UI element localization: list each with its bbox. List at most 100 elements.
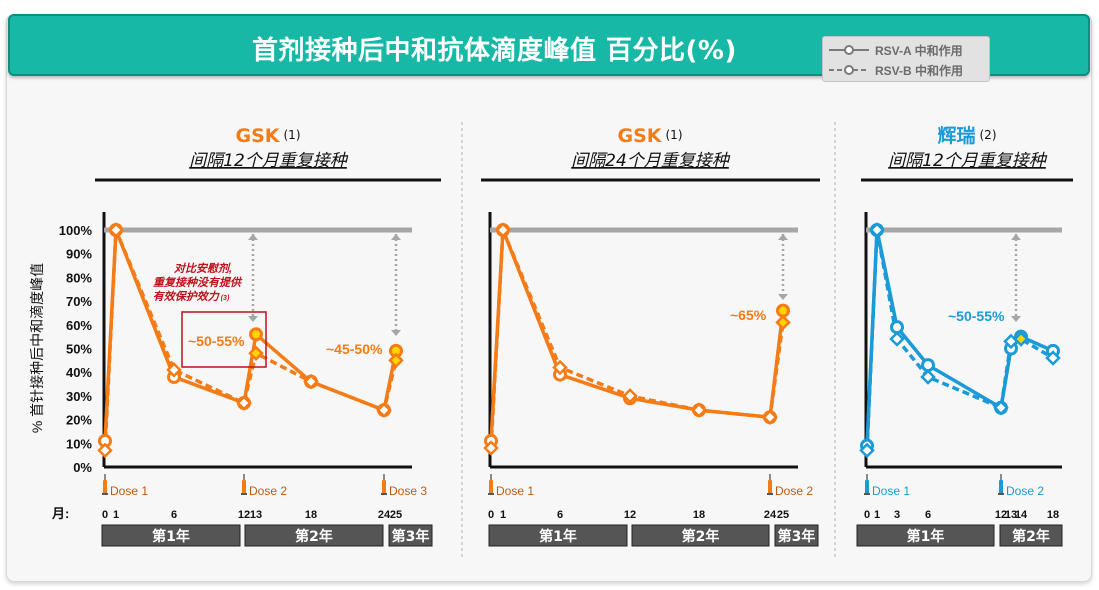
- month-axis-label: 月:: [51, 506, 69, 521]
- arrow-head-up: [778, 234, 788, 240]
- data-point-rsv-b: [495, 222, 511, 238]
- x-tick-label: 24: [764, 509, 777, 521]
- annotation-peak-dose2: ~50-55%: [188, 333, 245, 349]
- highlight-box: [181, 311, 267, 368]
- panel-subtitle: 间隔12个月重复接种: [888, 151, 1048, 171]
- year-bar: [999, 524, 1063, 547]
- efficacy-note-line: 对比安慰剂,: [174, 262, 232, 275]
- data-point-rsv-b: [1045, 350, 1061, 366]
- panel-1: GSK (1) 间隔12个月重复接种 0 1 6 12 13 18 24 25 Dose 1 Dose …: [95, 125, 441, 547]
- data-point-rsv-a: [921, 358, 935, 373]
- data-point-rsv-b: [889, 331, 905, 347]
- data-point-rsv-a: [776, 303, 790, 318]
- page-title: 首剂接种后中和抗体滴度峰值 百分比(%): [252, 36, 737, 66]
- x-tick-label: 24: [378, 509, 391, 521]
- efficacy-note-ref: (3): [221, 295, 230, 302]
- syringe-barrel: [489, 480, 493, 494]
- year-bar: [774, 524, 819, 547]
- panel-brand: GSK: [235, 125, 280, 147]
- syringe-icon: [864, 474, 870, 495]
- panels: 100% 90% 80% 70% 60% 50% 40% 30% 20% 10% 0% 月: GSK (1…: [51, 124, 1073, 547]
- data-point-rsv-b: [622, 388, 638, 404]
- arrow-head-up: [391, 234, 401, 240]
- year-bar: [631, 524, 770, 547]
- panel-dividers: [461, 122, 836, 560]
- data-point-rsv-b: [869, 222, 885, 238]
- annotation-peak-dose2: ~50-55%: [948, 308, 1005, 324]
- efficacy-note-line: 重复接种没有提供: [153, 276, 243, 289]
- data-point-rsv-b: [691, 402, 707, 418]
- panel-brand: 辉瑞: [937, 124, 975, 147]
- panel-title: GSK (1): [617, 125, 682, 147]
- y-axis-label: % 首针接种后中和滴度峰值: [29, 263, 45, 433]
- syringe-icon: [767, 474, 773, 495]
- panel-ref: (1): [284, 128, 301, 142]
- legend-dashed-line-icon: [829, 65, 869, 75]
- year-label: 第2年: [1012, 528, 1050, 545]
- arrow-head-down: [1011, 316, 1021, 322]
- x-tick-label: 18: [305, 509, 317, 521]
- data-point-rsv-b: [376, 402, 392, 418]
- x-tick-label: 1: [113, 509, 119, 521]
- data-point-rsv-b: [483, 440, 499, 456]
- syringe-icon: [488, 474, 494, 495]
- data-point-rsv-a: [249, 327, 263, 342]
- legend-item-rsv-b: RSV-B 中和作用: [829, 61, 963, 79]
- panel-2: GSK (1) 间隔24个月重复接种 0 1 6 12 18 24 25 Dose 1 Dose 2 第…: [481, 125, 820, 547]
- year-label: 第1年: [152, 528, 190, 545]
- dose-label: Dose 2: [1006, 484, 1044, 498]
- x-tick-label: 6: [557, 509, 563, 521]
- panel-title: 辉瑞 (2): [937, 124, 996, 147]
- syringe-icon: [381, 474, 387, 495]
- arrow-head-down: [391, 330, 401, 336]
- syringe-barrel: [103, 480, 107, 494]
- data-point-rsv-b: [762, 409, 778, 425]
- y-tick-label: 0%: [73, 460, 92, 475]
- chart-card: [6, 14, 1092, 582]
- year-bar: [856, 524, 995, 547]
- legend-item-rsv-a: RSV-A 中和作用: [829, 41, 963, 59]
- data-point-rsv-b: [775, 314, 791, 331]
- x-tick-label: 12: [995, 509, 1007, 521]
- header-banner: 首剂接种后中和抗体滴度峰值 百分比(%) RSV-A 中和作用 RSV-B 中和…: [8, 14, 1090, 82]
- year-label: 第3年: [778, 528, 816, 545]
- syringe-barrel: [865, 480, 869, 494]
- x-tick-label: 1: [874, 509, 880, 521]
- data-point-rsv-b: [303, 373, 319, 390]
- x-tick-label: 6: [925, 509, 931, 521]
- data-point-rsv-b: [248, 345, 264, 362]
- year-label: 第2年: [295, 528, 333, 545]
- syringe-barrel: [242, 480, 246, 494]
- y-tick-label: 50%: [66, 342, 92, 357]
- y-tick-label: 30%: [66, 389, 92, 404]
- x-tick-label: 14: [1015, 509, 1028, 521]
- y-tick-label: 70%: [66, 294, 92, 309]
- dose-label: Dose 1: [110, 484, 148, 498]
- arrow-head-down: [778, 294, 788, 300]
- arrow-head-down: [248, 316, 258, 322]
- x-tick-label: 0: [488, 509, 494, 521]
- syringe-icon: [998, 474, 1004, 495]
- year-bar: [488, 524, 628, 547]
- data-point-rsv-b: [552, 359, 568, 376]
- year-label: 第1年: [907, 528, 945, 545]
- data-point-rsv-b: [108, 222, 124, 238]
- x-tick-label: 6: [171, 509, 177, 521]
- year-label: 第3年: [392, 528, 430, 545]
- legend-label-rsv-b: RSV-B 中和作用: [875, 63, 964, 78]
- y-tick-label: 20%: [66, 413, 92, 428]
- x-tick-label: 25: [390, 509, 402, 521]
- arrow-head-up: [248, 234, 258, 240]
- syringe-icon: [241, 474, 247, 495]
- year-bar: [101, 524, 241, 547]
- panel-ref: (2): [980, 128, 997, 142]
- x-tick-label: 0: [102, 509, 108, 521]
- legend-label-rsv-a: RSV-A 中和作用: [875, 43, 963, 58]
- x-tick-label: 13: [1005, 509, 1017, 521]
- syringe-barrel: [768, 480, 772, 494]
- y-tick-label: 100%: [59, 223, 93, 238]
- year-bar: [244, 524, 384, 547]
- dose-label: Dose 2: [249, 484, 287, 498]
- panel-title: GSK (1): [235, 125, 300, 147]
